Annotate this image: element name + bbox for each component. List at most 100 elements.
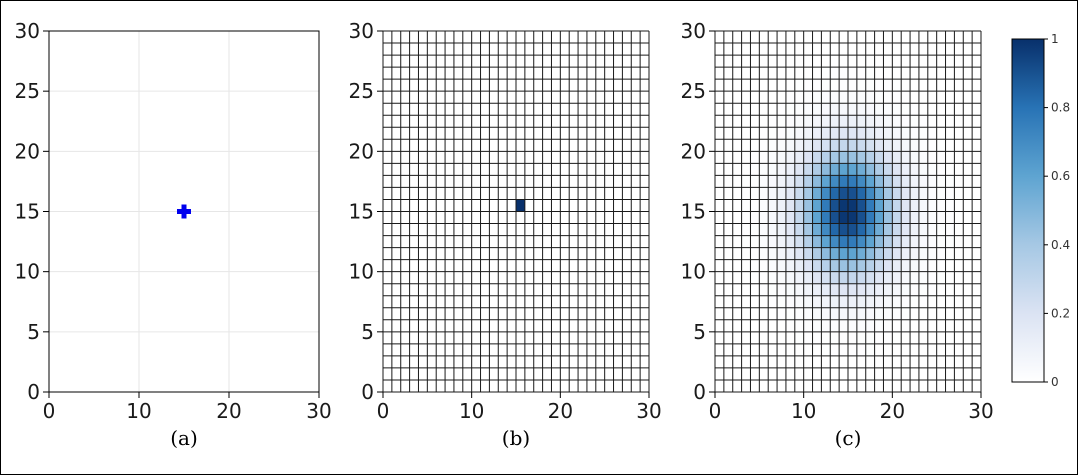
panel-c-cell [865,367,875,381]
panel-c-cell [812,211,822,224]
panel-c-cell [777,67,787,80]
panel-c-cell [963,331,973,345]
panel-c-cell [768,283,778,297]
panel-c-cell [803,343,813,357]
panel-c-cell [963,235,973,248]
panel-c-cell [963,103,973,116]
panel-c-cell [874,307,884,321]
panel-c-cell [972,91,982,104]
panel-c-cell [936,283,946,297]
panel-c-cell [954,31,964,44]
panel-c-cell [803,163,813,176]
colorbar-tick-label: 1 [1051,32,1059,46]
panel-c-cell [830,211,840,224]
panel-a-x-tick-label: 0 [43,399,56,423]
panel-c-cell [821,211,831,224]
panel-c-cell [768,379,778,393]
panel-c-cell [945,319,955,333]
panel-c-cell [839,163,849,176]
panel-c-cell [723,43,734,56]
panel-c-cell [839,79,849,92]
panel-c-cell [901,307,911,321]
panel-c-cell [741,43,751,56]
colorbar-tick-label: 0.4 [1051,238,1070,252]
panel-c-y-tick-label: 25 [681,79,706,103]
panel-c-cell [821,295,831,309]
panel-c-cell [830,343,840,357]
panel-c-cell [777,355,787,369]
panel-c-cell [874,103,884,116]
panel-c-cell [839,295,849,309]
panel-c-cell [812,127,822,140]
panel-c-cell [830,115,840,128]
panel-c-cell [927,79,937,92]
panel-c-cell [777,55,787,68]
panel-c-cell [777,283,787,297]
panel-c-cell [821,163,831,176]
panel-c-cell [972,223,982,236]
panel-b-y-tick-label: 25 [349,79,374,103]
panel-c-cell [972,259,982,272]
panel-c-cell [945,67,955,80]
panel-c-cell [848,55,858,68]
panel-c-cell [963,283,973,297]
panel-c-cell [812,31,822,44]
panel-c-cell [856,43,867,56]
panel-b-x-tick-label: 30 [636,399,661,423]
panel-c-cell [812,79,822,92]
panel-c-cell [918,307,929,321]
panel-c-cell [927,247,937,260]
panel-c-cell [892,199,902,212]
panel-c-cell [803,247,813,260]
panel-c-cell [901,235,911,248]
panel-c-cell [892,187,902,200]
panel-c-cell [794,175,804,188]
panel-c-cell [794,115,804,128]
panel-c-cell [750,43,760,56]
panel-c-cell [741,259,751,272]
panel-c-cell [954,187,964,200]
panel-c-y-tick-label: 10 [681,260,706,284]
panel-c-cell [910,91,920,104]
panel-b-y-tick-label: 5 [361,320,374,344]
panel-c-cell [821,247,831,260]
panel-c-cell [794,367,804,381]
panel-c-cell [865,223,875,236]
panel-c-cell [918,379,929,393]
panel-c-cell [732,31,742,44]
panel-c-cell [715,247,725,260]
panel-c-cell [741,103,751,116]
panel-c-cell [777,127,787,140]
panel-c-cell [777,247,787,260]
panel-c-cell [759,367,769,381]
panel-b-x-tick-label: 0 [377,399,390,423]
panel-c-cell [865,175,875,188]
panel-c-cell [803,151,813,164]
panel-c-cell [874,91,884,104]
panel-c-cell [821,235,831,248]
panel-c-cell [715,43,725,56]
panel-c-cell [892,175,902,188]
panel-c-cell [750,379,760,393]
panel-c-cell [803,367,813,381]
panel-c-cell [723,199,734,212]
panel-c-cell [794,55,804,68]
panel-c-cell [883,343,893,357]
panel-c-cell [954,43,964,56]
panel-c-cell [954,115,964,128]
panel-c-cell [723,355,734,369]
panel-c-cell [732,151,742,164]
colorbar: 0 0.2 0.4 0.6 0.8 1 [1011,32,1070,389]
panel-c-cell [963,151,973,164]
panel-c-cell [936,247,946,260]
panel-c-x-tick-label: 20 [880,399,905,423]
panel-c-cell [785,55,796,68]
panel-c-cell [785,211,796,224]
colorbar-tick-label: 0.8 [1051,101,1070,115]
panel-c-cell [785,223,796,236]
panel-c-cell [856,283,867,297]
panel-c-cell [723,235,734,248]
panel-c-cell [856,79,867,92]
panel-c-cell [963,127,973,140]
panel-c-cell [723,343,734,357]
